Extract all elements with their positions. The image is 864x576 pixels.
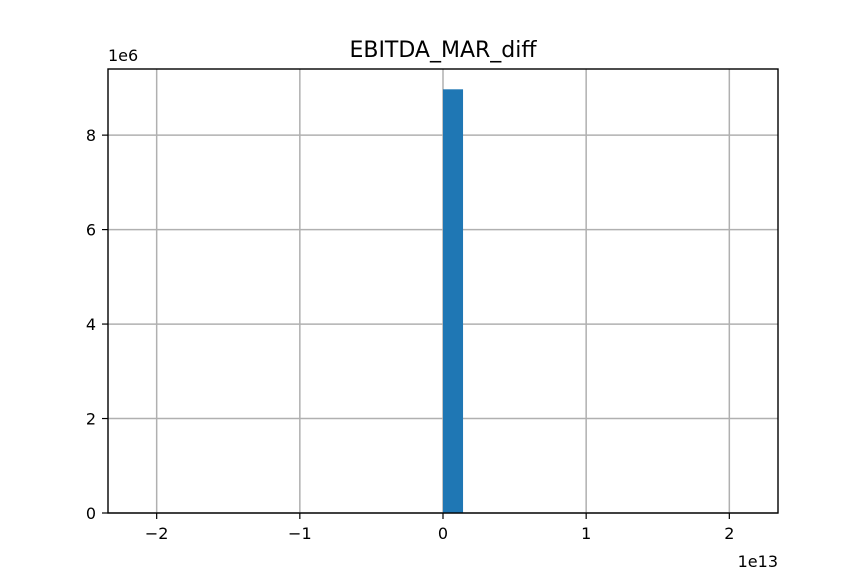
y-tick-label-0: 0: [86, 504, 96, 523]
ticks-layer: −2 −1 0 1 2 0 2 4 6 8: [86, 126, 735, 543]
x-offset-label: 1e13: [738, 552, 778, 571]
y-tick-label-2: 4: [86, 315, 96, 334]
histogram-bar-0: [443, 89, 464, 513]
x-tick-label-3: 1: [581, 524, 591, 543]
x-tick-label-0: −2: [145, 524, 169, 543]
x-tick-label-2: 0: [438, 524, 448, 543]
chart-title: EBITDA_MAR_diff: [349, 38, 537, 63]
bars-layer: [443, 89, 464, 513]
y-tick-label-4: 8: [86, 126, 96, 145]
y-offset-label: 1e6: [108, 46, 138, 65]
y-tick-label-3: 6: [86, 221, 96, 240]
x-tick-label-1: −1: [288, 524, 312, 543]
y-tick-label-1: 2: [86, 410, 96, 429]
x-tick-label-4: 2: [724, 524, 734, 543]
